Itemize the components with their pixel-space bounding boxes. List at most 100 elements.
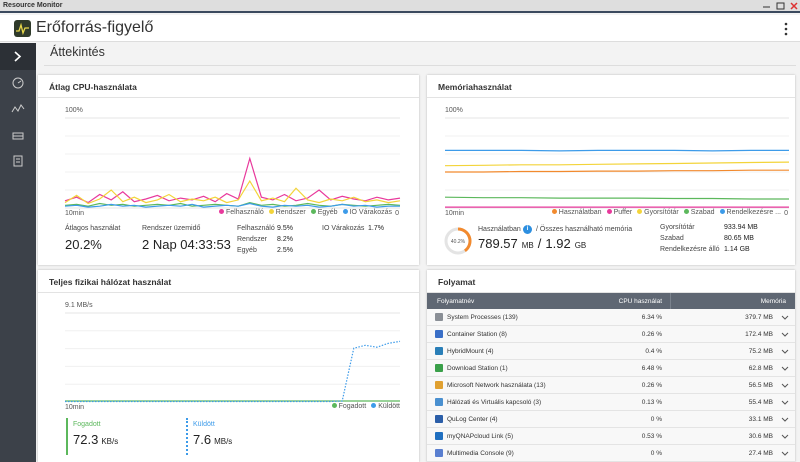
usage-donut: 40.2% [444, 227, 472, 255]
chart: 9.1 MB/s 10min [65, 302, 401, 411]
divider [38, 292, 419, 293]
menu-button[interactable] [783, 22, 789, 36]
chevron [781, 451, 789, 456]
sidebar-icons[interactable] [0, 70, 36, 180]
stat-label: Fogadott [73, 421, 101, 428]
process-icon [435, 449, 443, 457]
column-header[interactable]: Memória [760, 298, 786, 305]
process-name: HybridMount (4) [447, 348, 494, 355]
stat-label: / Összes használható memória [536, 226, 633, 233]
chart: 0 100% 10min [444, 107, 790, 217]
table-row[interactable]: Container Station (8) 0.26 % 172.4 MB [427, 326, 795, 343]
series-line [445, 149, 789, 152]
legend: Fogadott Küldött [331, 403, 400, 410]
table-row[interactable]: QuLog Center (4) 0 % 33.1 MB [427, 411, 795, 428]
process-memory: 379.7 MB [745, 314, 773, 321]
process-cpu: 0.13 % [641, 399, 662, 406]
series-line [445, 169, 789, 173]
chevron [781, 417, 789, 422]
memory-panel: Memóriahasználat 0 100% 10min Használatban P… [427, 75, 795, 265]
process-memory: 172.4 MB [745, 331, 773, 338]
panel-title: Folyamat [438, 277, 476, 287]
table-row[interactable]: HybridMount (4) 0.4 % 75.2 MB [427, 343, 795, 360]
table-row[interactable]: System Processes (139) 6.34 % 379.7 MB [427, 309, 795, 326]
legend-label: Fogadott [338, 403, 367, 410]
stat-unit: KB/s [101, 437, 119, 446]
table-row[interactable]: Download Station (1) 6.48 % 62.8 MB [427, 360, 795, 377]
stat-label: Egyéb [237, 247, 257, 254]
y-tick-label: 0 [784, 210, 788, 217]
process-cpu: 0 % [650, 416, 662, 423]
expand-chevron [781, 400, 789, 405]
process-memory: 62.8 MB [748, 365, 773, 372]
series-line [444, 161, 790, 167]
process-icon [435, 398, 443, 406]
app-title: Erőforrás-figyelő [36, 19, 154, 36]
stat-number: 7.6 [193, 432, 212, 447]
legend-swatch [331, 403, 337, 408]
expand-chevron [781, 451, 789, 456]
stat-label: Gyorsítótár [660, 224, 695, 231]
stat-unit: MB/s [214, 437, 233, 446]
process-icon [435, 313, 443, 321]
process-cpu: 0.4 % [645, 348, 662, 355]
chevron [781, 434, 789, 439]
legend: Felhasználó Rendszer Egyéb IO Várakozás [219, 209, 392, 216]
stat-value: 20.2% [65, 237, 102, 252]
column-header: Folyamatnév [437, 298, 475, 305]
process-icon [435, 415, 443, 423]
stat-label: Rendszer üzemidő [142, 225, 201, 232]
table-row[interactable]: Hálózati és Virtuális kapcsoló (3) 0.13 %… [427, 394, 795, 411]
table-row[interactable]: Microsoft Network használata (13) 0.26 % 5… [427, 377, 795, 394]
app-header: Erőforrás-figyelő [0, 15, 800, 42]
stat-value: 2.5% [277, 247, 293, 254]
legend-item: Rendszer [268, 209, 306, 216]
process-icon [435, 347, 443, 355]
stat-bar [186, 418, 188, 455]
process-icon [435, 364, 443, 372]
legend-swatch [606, 209, 612, 214]
y-tick-label: 0 [395, 210, 399, 217]
legend-swatch [219, 209, 224, 214]
stat-label: Felhasználó [237, 225, 275, 232]
column-header: CPU használat [618, 298, 662, 305]
process-cpu: 6.48 % [641, 365, 662, 372]
expand-chevron [781, 417, 789, 422]
chevron [781, 400, 789, 405]
legend-label: Szabad [690, 209, 715, 216]
process-name: System Processes (139) [447, 314, 518, 321]
table-header: Folyamatnév CPU használat Memória [427, 293, 795, 309]
process-icon [435, 381, 443, 389]
stat-value: 1.14 GB [724, 246, 750, 253]
x-axis-label: 10min [65, 404, 84, 411]
expand-chevron [781, 332, 789, 337]
stat-label: Rendelkezésre álló [660, 246, 720, 253]
stat-value: 7.6 MB/s [193, 432, 232, 447]
table-row[interactable]: Multimedia Console (9) 0 % 27.4 MB [427, 445, 795, 462]
divider [38, 97, 419, 98]
process-cpu: 0.26 % [641, 331, 662, 338]
memory-total_value: 1.92 [545, 236, 571, 251]
process-panel: Folyamat Folyamatnév CPU használat Memória… [427, 270, 795, 462]
chart: 0 100% 10min [64, 107, 401, 217]
stat-label: Rendszer [237, 236, 267, 243]
legend-label: Gyorsítótár [644, 209, 679, 216]
legend-label: Felhasználó [226, 209, 264, 216]
process-name: Container Station (8) [447, 331, 507, 338]
process-memory: 27.4 MB [748, 450, 773, 457]
series-line [65, 340, 401, 403]
expand-chevron [781, 383, 789, 388]
legend-item: Egyéb [310, 209, 338, 216]
legend-label: Használatban [558, 209, 602, 216]
legend-label: IO Várakozás [349, 209, 392, 216]
series-line [64, 179, 401, 205]
process-icon [435, 330, 443, 338]
table-row[interactable]: myQNAPcloud Link (5) 0.53 % 30.6 MB [427, 428, 795, 445]
window-controls[interactable] [760, 1, 800, 11]
chevron [781, 383, 789, 388]
chevron [781, 315, 789, 320]
page-title: Áttekintés [50, 45, 105, 59]
legend-label: Rendelkezésre ... [726, 209, 781, 216]
legend-label: Egyéb [317, 209, 338, 216]
sidebar-toggle[interactable] [0, 43, 36, 70]
